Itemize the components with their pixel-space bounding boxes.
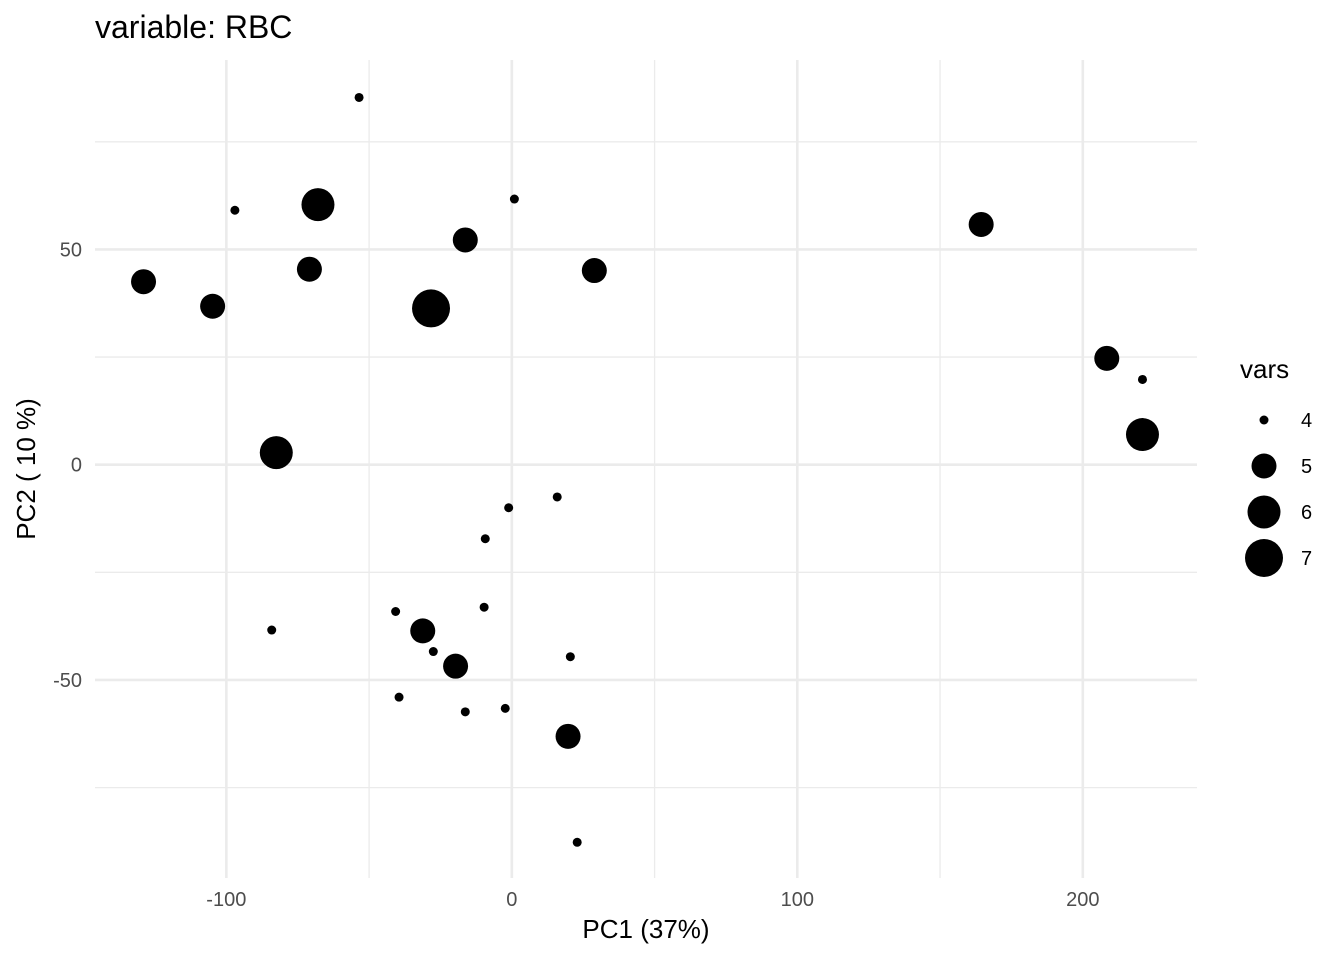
data-point bbox=[504, 503, 514, 513]
data-point bbox=[581, 258, 607, 284]
data-point bbox=[267, 625, 277, 635]
data-point bbox=[1125, 418, 1159, 452]
data-point bbox=[1094, 345, 1120, 371]
data-point bbox=[391, 607, 401, 617]
data-point bbox=[259, 436, 293, 470]
data-point bbox=[354, 92, 364, 102]
data-point bbox=[301, 188, 335, 222]
legend-label-4: 4 bbox=[1301, 410, 1312, 432]
data-point bbox=[552, 492, 562, 502]
data-point bbox=[480, 534, 490, 544]
x-tick-label: 100 bbox=[781, 889, 814, 911]
x-tick-label: 200 bbox=[1066, 889, 1099, 911]
data-point bbox=[509, 194, 519, 204]
legend-title: vars bbox=[1240, 354, 1289, 384]
major-gridlines bbox=[95, 60, 1197, 878]
size-legend: vars 4 5 6 7 bbox=[1240, 354, 1312, 577]
data-point bbox=[572, 837, 582, 847]
data-point bbox=[565, 652, 575, 662]
data-point bbox=[555, 723, 581, 749]
minor-gridlines bbox=[95, 60, 1197, 878]
data-point bbox=[1137, 374, 1147, 384]
y-axis-title: PC2 ( 10 %) bbox=[11, 398, 41, 540]
legend-key-7 bbox=[1245, 539, 1283, 577]
legend-label-7: 7 bbox=[1301, 548, 1312, 570]
y-axis-tick-labels: -50 0 50 bbox=[53, 239, 82, 692]
data-point bbox=[131, 269, 157, 295]
data-point bbox=[200, 293, 226, 319]
x-tick-label: 0 bbox=[506, 889, 517, 911]
data-point bbox=[479, 602, 489, 612]
data-point bbox=[296, 256, 322, 282]
legend-key-4 bbox=[1259, 415, 1269, 425]
data-point bbox=[412, 289, 451, 328]
data-point bbox=[968, 211, 994, 237]
data-point bbox=[410, 618, 436, 644]
x-axis-tick-labels: -100 0 100 200 bbox=[206, 889, 1099, 911]
y-tick-label: 50 bbox=[60, 239, 82, 261]
legend-key-5 bbox=[1251, 453, 1277, 479]
data-point bbox=[460, 707, 470, 717]
data-point bbox=[428, 647, 438, 657]
data-point bbox=[500, 703, 510, 713]
data-point bbox=[452, 227, 478, 253]
data-point bbox=[394, 692, 404, 702]
data-points bbox=[131, 92, 1159, 847]
x-tick-label: -100 bbox=[206, 889, 246, 911]
legend-label-6: 6 bbox=[1301, 502, 1312, 524]
chart-title: variable: RBC bbox=[95, 9, 292, 45]
data-point bbox=[230, 205, 240, 215]
legend-label-5: 5 bbox=[1301, 456, 1312, 478]
legend-key-6 bbox=[1247, 495, 1281, 529]
y-tick-label: -50 bbox=[53, 670, 82, 692]
y-tick-label: 0 bbox=[71, 455, 82, 477]
data-point bbox=[443, 653, 469, 679]
x-axis-title: PC1 (37%) bbox=[582, 914, 709, 944]
